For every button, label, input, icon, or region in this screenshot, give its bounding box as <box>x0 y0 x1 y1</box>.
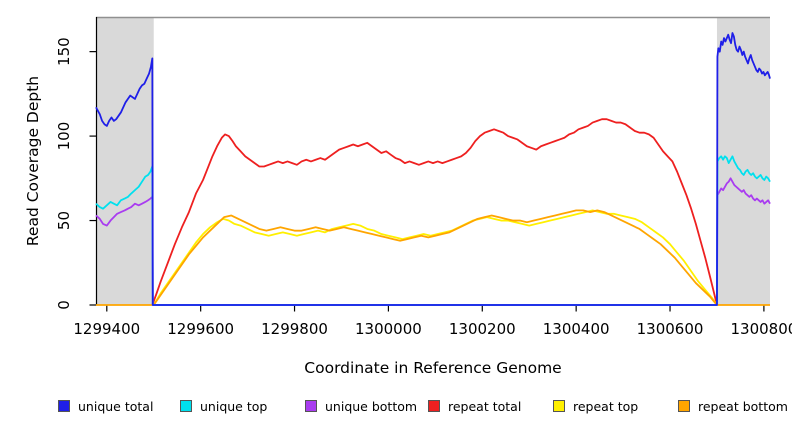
series-line-unique-total <box>95 32 771 306</box>
x-tick-label: 1300800 <box>730 320 792 338</box>
y-tick-label: 100 <box>55 122 73 151</box>
legend-swatch-unique-total <box>58 400 70 412</box>
legend-swatch-repeat-top <box>553 400 565 412</box>
legend-item-unique-total: unique total <box>58 398 154 414</box>
legend-swatch-unique-top <box>180 400 192 412</box>
legend-item-repeat-total: repeat total <box>428 398 522 414</box>
x-tick-label: 1300200 <box>449 320 516 338</box>
legend-label-repeat-bottom: repeat bottom <box>698 398 788 414</box>
legend-label-unique-top: unique top <box>200 398 268 414</box>
y-axis-title: Read Coverage Depth <box>24 75 42 247</box>
y-tick-label: 150 <box>55 37 73 66</box>
shaded-region <box>716 17 770 305</box>
series-line-unique-top <box>95 155 771 306</box>
series-line-repeat-bottom <box>96 209 770 306</box>
legend-label-repeat-top: repeat top <box>573 398 639 414</box>
x-tick-label: 1299800 <box>261 320 328 338</box>
legend-swatch-unique-bottom <box>305 400 317 412</box>
legend-label-unique-bottom: unique bottom <box>325 398 418 414</box>
x-tick-label: 1300600 <box>637 320 704 338</box>
legend-item-unique-bottom: unique bottom <box>305 398 418 414</box>
y-tick-label: 50 <box>55 211 73 230</box>
legend-swatch-repeat-total <box>428 400 440 412</box>
legend-item-unique-top: unique top <box>180 398 268 414</box>
x-tick-label: 1299400 <box>73 320 140 338</box>
legend-label-repeat-total: repeat total <box>448 398 522 414</box>
x-tick-label: 1299600 <box>167 320 234 338</box>
legend-item-repeat-top: repeat top <box>553 398 639 414</box>
series-line-repeat-total <box>151 118 718 306</box>
legend-item-repeat-bottom: repeat bottom <box>678 398 788 414</box>
legend-label-unique-total: unique total <box>78 398 154 414</box>
x-tick-label: 1300400 <box>543 320 610 338</box>
series-line-unique-bottom <box>95 177 771 306</box>
series-line-repeat-top <box>152 209 718 306</box>
x-axis-title: Coordinate in Reference Genome <box>304 359 562 377</box>
x-tick-label: 1300000 <box>355 320 422 338</box>
shaded-region <box>96 17 154 305</box>
legend-swatch-repeat-bottom <box>678 400 690 412</box>
y-tick-label: 0 <box>55 300 73 310</box>
